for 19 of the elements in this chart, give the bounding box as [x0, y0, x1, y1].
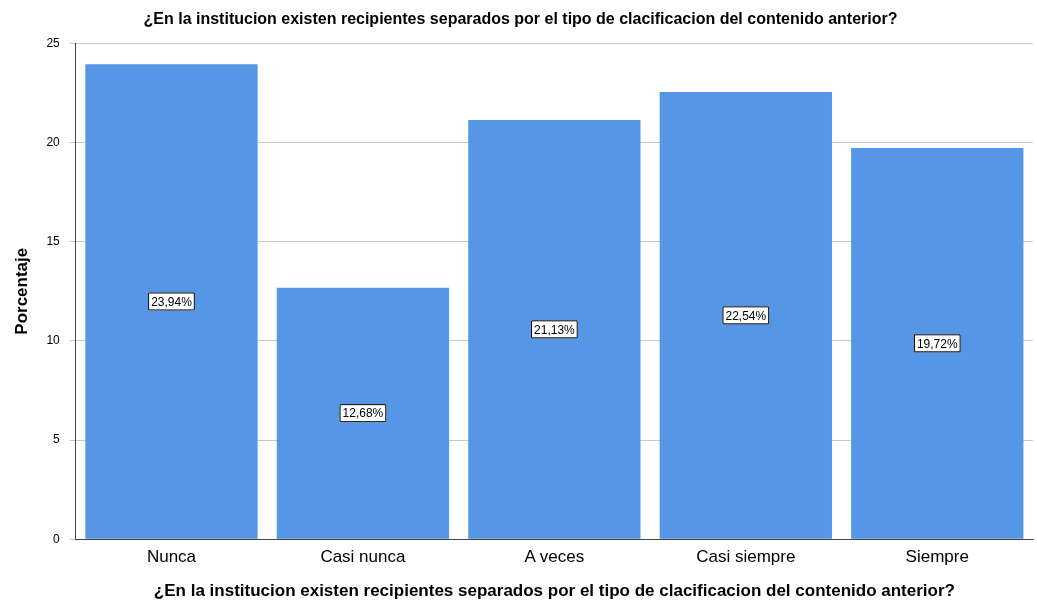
y-tick-label: 15 [46, 233, 61, 248]
data-label: 12,68% [342, 406, 384, 421]
x-axis-title: ¿En la institucion existen recipientes separados por el tipo de clacificacion del contenido anterior? [153, 581, 955, 601]
data-label: 21,13% [534, 322, 576, 337]
y-axis-title: Porcentaje [11, 247, 31, 335]
y-tick-label: 20 [46, 134, 61, 149]
x-tick-label: A veces [524, 547, 585, 567]
y-tick-label: 0 [53, 531, 61, 546]
x-tick-label: Siempre [905, 547, 969, 567]
y-tick-label: 10 [46, 333, 61, 348]
chart-title: ¿En la institucion existen recipientes separados por el tipo de clacificacion del contenido anterior? [143, 10, 898, 28]
x-tick-label: Casi nunca [320, 547, 406, 567]
data-label: 23,94% [151, 294, 193, 309]
data-label: 22,54% [725, 308, 767, 323]
y-tick-label: 5 [53, 432, 61, 447]
x-tick-label: Casi siempre [696, 547, 796, 567]
data-label: 19,72% [916, 336, 958, 351]
x-tick-label: Nunca [146, 547, 197, 567]
y-tick-label: 25 [46, 35, 61, 50]
